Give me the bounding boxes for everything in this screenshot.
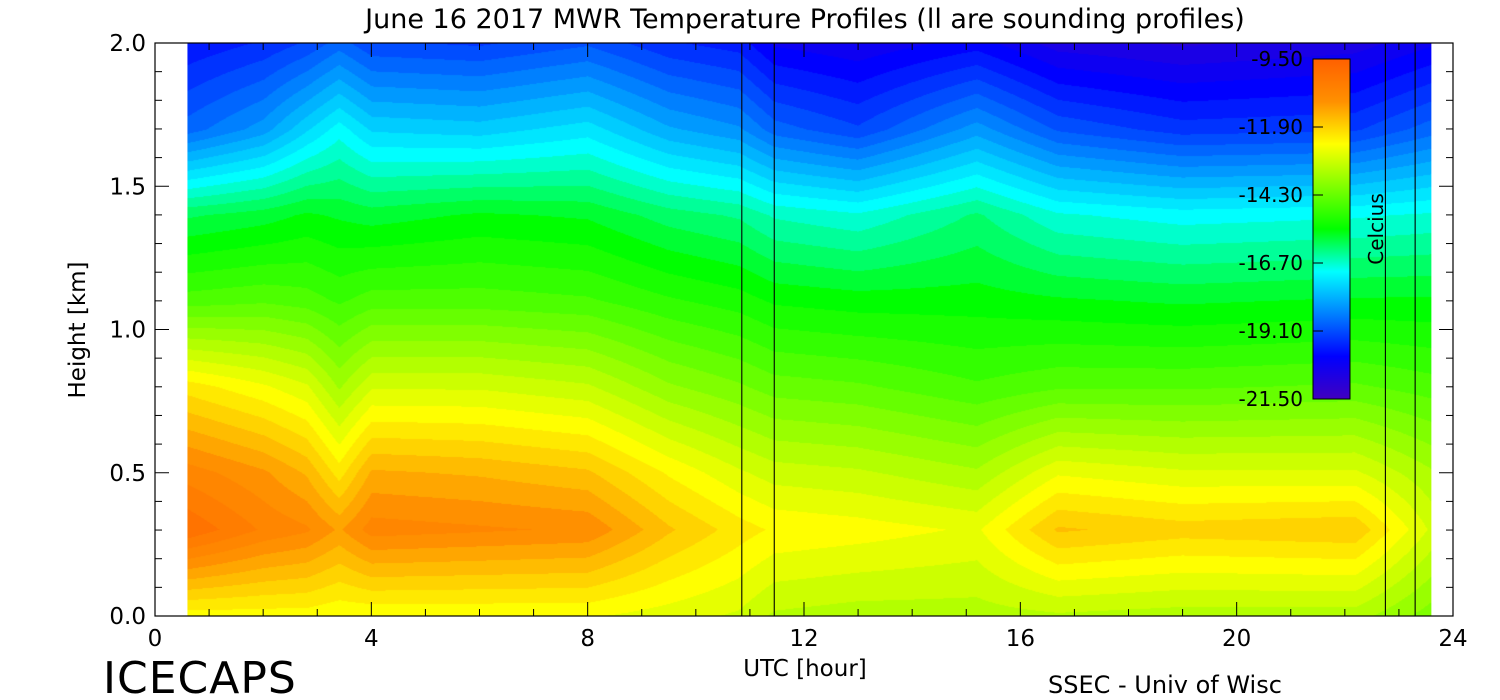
colorbar-tick-label: -11.90 [1239,115,1303,139]
temperature-heatmap [187,43,1432,616]
colorbar-ticks: -9.50 -11.90 -14.30 -16.70 -19.10 -21.50 [1239,47,1323,411]
colorbar-tick-label: -9.50 [1251,47,1303,71]
y-tick-label: 1.0 [109,318,146,344]
colorbar-tick-label: -21.50 [1239,387,1303,411]
chart-title: June 16 2017 MWR Temperature Profiles (l… [363,4,1245,35]
y-tick-label: 2.0 [109,31,146,57]
y-axis-label: Height [km] [65,261,91,398]
sounding-lines [741,43,1416,616]
ssec-credit: SSEC - Univ of Wisc [1048,671,1282,699]
x-tick-label: 4 [364,626,379,652]
x-axis-label: UTC [hour] [743,656,867,682]
x-tick-label: 8 [580,626,595,652]
x-tick-label: 20 [1222,626,1251,652]
x-tick-label: 16 [1006,626,1035,652]
icecaps-logo-text: ICECAPS [103,653,297,700]
x-tick-label: 24 [1438,626,1467,652]
y-tick-label: 1.5 [109,174,146,200]
x-tick-label: 0 [148,626,163,652]
colorbar-tick-label: -19.10 [1239,319,1303,343]
colorbar: -9.50 -11.90 -14.30 -16.70 -19.10 -21.50 Celc… [1239,47,1388,411]
x-tick-label: 12 [789,626,818,652]
colorbar-tick-label: -16.70 [1239,251,1303,275]
x-axis: 0 4 8 12 16 20 24 [148,43,1468,652]
colorbar-gradient [1312,58,1351,400]
y-axis: 0.0 0.5 1.0 1.5 2.0 [109,31,1453,630]
y-tick-label: 0.0 [109,604,146,630]
colorbar-label: Celcius [1364,193,1388,264]
y-tick-label: 0.5 [109,461,146,487]
plot-area [187,43,1432,616]
colorbar-tick-label: -14.30 [1239,183,1303,207]
